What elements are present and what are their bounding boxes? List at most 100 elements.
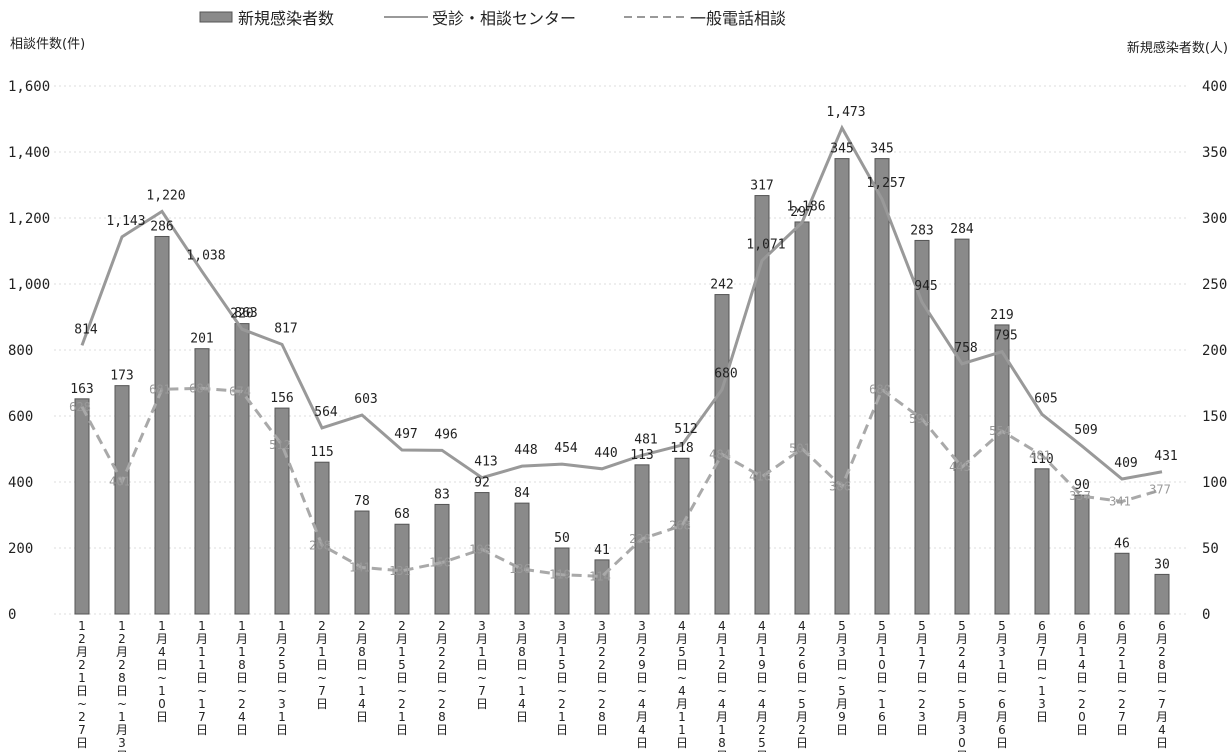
legend-label-bar: 新規感染者数 (238, 9, 334, 28)
general-phone-value-label: 136 (509, 562, 531, 576)
general-phone-value-label: 386 (829, 480, 851, 494)
x-tick-label: 3 月 8 日~ 1 4 日 (516, 619, 528, 724)
consult-center-value-label: 817 (274, 321, 297, 336)
x-tick-label: 5 月 3 1 日~ 6 月 6 日 (996, 619, 1008, 750)
y-left-tick-label: 1,000 (8, 277, 50, 293)
x-tick-label: 6 月 2 8 日~ 7 月 4 日 (1156, 619, 1168, 750)
bar-value-label: 113 (630, 448, 653, 463)
x-tick-label: 1 月 1 1 日~ 1 7 日 (196, 619, 208, 737)
general-phone-value-label: 156 (429, 556, 451, 570)
x-tick-label: 2 月 8 日~ 1 4 日 (356, 619, 368, 724)
x-tick-label: 1 2 月 2 1 日~ 2 7 日 (76, 619, 88, 750)
x-tick-label: 4 月 5 日~ 4 月 1 1 日 (676, 619, 688, 750)
consult-center-value-label: 448 (514, 443, 537, 458)
consult-center-value-label: 413 (474, 455, 497, 470)
bar (514, 502, 530, 615)
series-line-consult-center (80, 124, 1163, 481)
bar (314, 461, 330, 615)
bar (354, 510, 370, 615)
consult-center-value-label: 605 (1034, 391, 1057, 406)
x-tick-label: 1 月 2 5 日~ 3 1 日 (276, 619, 288, 737)
general-phone-value-label: 501 (789, 442, 811, 456)
bar (594, 559, 610, 615)
bar (74, 398, 90, 615)
consult-center-value-label: 1,186 (786, 200, 825, 215)
bar (674, 457, 690, 615)
consult-center-value-label: 564 (314, 405, 338, 420)
bar-value-label: 115 (310, 445, 333, 460)
bar (114, 385, 130, 615)
general-phone-value-label: 681 (149, 382, 171, 396)
general-phone-value-label: 674 (229, 385, 251, 399)
bar-value-label: 78 (354, 494, 370, 509)
bar-value-label: 50 (554, 531, 570, 546)
x-tick-label: 3 月 1 5 日~ 2 1 日 (556, 619, 568, 737)
general-phone-value-label: 268 (669, 519, 691, 533)
legend: 新規感染者数 受診・相談センター 一般電話相談 (199, 9, 786, 28)
consult-center-value-label: 814 (74, 322, 98, 337)
bar-value-label: 345 (870, 142, 893, 157)
consult-center-value-label: 454 (554, 441, 578, 456)
general-phone-value-label: 416 (749, 470, 771, 484)
y-right-tick-label: 250 (1202, 277, 1227, 293)
consult-center-value-label: 440 (594, 446, 617, 461)
y-right-tick-label: 50 (1202, 541, 1219, 557)
y-axis-left-title: 相談件数(件) (10, 36, 85, 52)
general-phone-value-label: 684 (189, 381, 211, 395)
bar-value-label: 110 (1030, 452, 1053, 467)
y-left-tick-label: 400 (8, 475, 33, 491)
bar-value-label: 173 (110, 369, 133, 384)
bar-value-label: 46 (1114, 536, 1130, 551)
legend-label-dashed: 一般電話相談 (690, 9, 786, 28)
bar-value-label: 92 (474, 476, 490, 491)
general-phone-value-label: 401 (109, 475, 131, 489)
y-left-tick-label: 200 (8, 541, 33, 557)
y-right-tick-label: 200 (1202, 343, 1227, 359)
x-tick-label: 6 月 1 4 日~ 2 0 日 (1076, 619, 1088, 737)
y-left-tick-label: 1,600 (8, 79, 50, 95)
bar-value-label: 84 (514, 486, 530, 501)
x-tick-label: 3 月 2 9 日~ 4 月 4 日 (636, 619, 648, 750)
bar (914, 239, 930, 615)
y-right-tick-label: 300 (1202, 211, 1227, 227)
bar-value-label: 219 (990, 308, 1013, 323)
consult-center-value-label: 603 (354, 392, 377, 407)
bar (794, 221, 810, 615)
general-phone-value-label: 481 (1029, 448, 1051, 462)
general-phone-value-label: 228 (629, 532, 651, 546)
bar-value-label: 297 (790, 205, 813, 220)
x-tick-label: 5 月 1 7 日~ 2 3 日 (916, 619, 928, 737)
bar (554, 547, 570, 615)
legend-label-solid: 受診・相談センター (432, 9, 576, 28)
consult-center-value-label: 1,473 (826, 105, 865, 120)
x-tick-label: 4 月 2 6 日~ 5 月 2 日 (796, 619, 808, 750)
x-tick-label: 6 月 7 日~ 1 3 日 (1036, 619, 1048, 724)
y-left-tick-label: 600 (8, 409, 33, 425)
bar-value-label: 286 (150, 219, 173, 234)
y-left-tick-label: 800 (8, 343, 33, 359)
y-axis-left-ticks: 0 200 400 600 800 1,000 1,200 1,400 1,600 (8, 79, 50, 623)
general-phone-value-label: 445 (949, 460, 971, 474)
general-phone-value-label: 357 (1069, 489, 1091, 503)
consult-center-value-label: 496 (434, 427, 457, 442)
general-phone-value-label: 554 (989, 424, 1011, 438)
bar (1034, 468, 1050, 615)
bar-value-label: 163 (70, 382, 93, 397)
bar-series (74, 158, 1170, 615)
bar-value-label: 201 (190, 332, 213, 347)
consult-center-value-label: 1,143 (106, 214, 145, 229)
y-axis-right-ticks: 0 50 100 150 200 250 300 350 400 (1202, 79, 1227, 623)
bar (274, 407, 290, 615)
line-series (80, 124, 1163, 578)
bar-value-label: 156 (270, 391, 293, 406)
general-phone-value-label: 114 (589, 569, 611, 583)
general-phone-value-label: 208 (309, 538, 331, 552)
bar (994, 324, 1010, 615)
consult-center-value-label: 945 (914, 279, 937, 294)
general-phone-value-label: 141 (349, 560, 371, 574)
consult-center-value-label: 863 (234, 306, 257, 321)
